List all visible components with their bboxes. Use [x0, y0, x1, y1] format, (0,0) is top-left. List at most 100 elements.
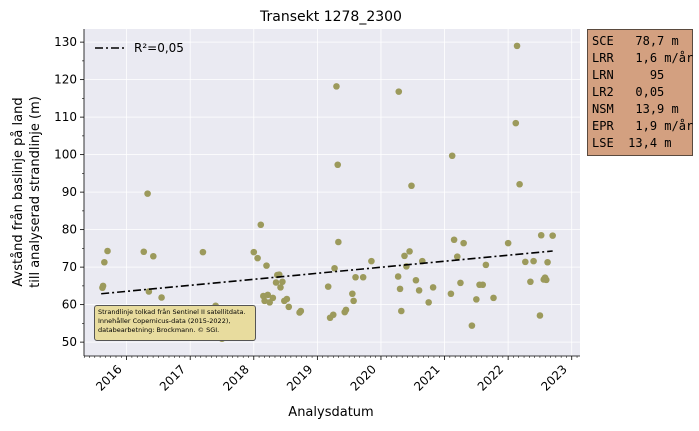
stat-key: EPR: [592, 119, 614, 133]
data-point: [408, 182, 415, 190]
y-tick-label: 60: [62, 298, 77, 312]
data-point: [473, 296, 480, 303]
data-point: [394, 273, 402, 280]
data-point: [99, 282, 107, 290]
data-point: [140, 248, 148, 256]
y-axis-label-line-1: Avstånd från baslinje på land: [11, 97, 26, 286]
stat-value: 0,05: [635, 85, 665, 99]
stat-row-lrr: LRR 1,6 m/år: [592, 50, 693, 67]
data-point: [490, 294, 497, 302]
x-tick-label: 2019: [284, 362, 315, 393]
y-tick-label: 130: [54, 35, 77, 49]
stat-row-lse: LSE 13,4 m: [592, 135, 688, 152]
stat-value: 13,9 m: [635, 102, 679, 116]
data-point: [285, 303, 293, 311]
stat-key: SCE: [592, 34, 614, 48]
data-point: [352, 273, 359, 281]
x-tick-label: 2018: [220, 362, 251, 393]
data-point: [254, 254, 261, 262]
data-point: [450, 236, 458, 244]
y-tick-label: 100: [54, 148, 77, 162]
data-point: [359, 273, 367, 281]
data-point: [199, 248, 207, 256]
trend-line: [101, 250, 553, 295]
data-point: [264, 291, 272, 299]
data-point: [269, 294, 277, 302]
y-tick-label: 110: [54, 110, 77, 124]
data-point: [368, 257, 375, 265]
data-points: [99, 42, 556, 343]
data-point: [504, 239, 512, 247]
stat-value: 13,4 m: [628, 136, 672, 150]
data-point: [513, 42, 521, 50]
data-point: [537, 231, 545, 239]
y-tick-label: 90: [62, 185, 77, 199]
data-point: [396, 285, 404, 293]
data-point: [542, 276, 550, 284]
stat-key: NSM: [592, 102, 614, 116]
data-point: [144, 190, 151, 197]
data-point: [412, 276, 420, 284]
stat-row-nsm: NSM 13,9 m: [592, 101, 688, 118]
data-point: [101, 258, 108, 266]
stat-value: 1,6 m/år: [635, 51, 694, 65]
data-point: [482, 261, 490, 269]
y-axis-ticks: 50 60 70 80 90 100 110 120 130: [54, 35, 84, 349]
data-point: [401, 252, 408, 260]
legend-trend-label: R²=0,05: [134, 41, 184, 55]
x-axis-label: Analysdatum: [288, 405, 373, 420]
data-point: [331, 264, 338, 272]
data-point: [457, 279, 464, 287]
y-tick-label: 80: [62, 223, 77, 237]
data-point: [334, 161, 342, 169]
stat-key: LR2: [592, 85, 614, 99]
data-point: [544, 258, 551, 266]
data-point: [425, 299, 432, 306]
statistics-box: SCE 78,7 m LRR 1,6 m/år LRN 95 LR2 0,05 …: [587, 29, 693, 156]
stat-key: LSE: [592, 136, 614, 150]
data-point: [279, 278, 286, 286]
y-tick-label: 70: [62, 260, 77, 274]
data-point: [460, 239, 467, 247]
data-point: [536, 312, 544, 319]
data-point: [448, 152, 456, 160]
data-point: [263, 262, 270, 269]
data-point: [447, 290, 455, 298]
x-tick-label: 2022: [475, 362, 506, 393]
data-point: [158, 294, 165, 301]
data-point: [415, 287, 423, 294]
stat-key: LRR: [592, 51, 614, 65]
x-tick-label: 2016: [93, 362, 124, 393]
stat-row-lr2: LR2 0,05: [592, 84, 688, 101]
data-point: [530, 257, 537, 265]
data-point: [342, 306, 350, 314]
y-tick-label: 50: [62, 335, 77, 349]
data-point: [527, 278, 534, 286]
x-tick-label: 2021: [411, 362, 442, 393]
data-point: [329, 311, 337, 319]
stat-row-epr: EPR 1,9 m/år: [592, 118, 693, 135]
grid-lines: [84, 29, 580, 356]
data-point: [429, 284, 437, 291]
data-point: [272, 279, 280, 286]
data-point: [261, 297, 268, 305]
y-axis-label-line-2: till analyserad strandlinje (m): [28, 96, 43, 288]
data-point: [250, 248, 258, 256]
data-point: [479, 281, 487, 289]
credit-line-2: Innehåller Copernicus-data (2015-2022),: [98, 317, 231, 325]
data-credit-note: Strandlinje tolkad från Sentinel II sate…: [94, 305, 256, 341]
data-point: [522, 258, 529, 266]
data-point: [333, 83, 340, 90]
data-point: [453, 253, 461, 260]
data-point: [257, 221, 265, 229]
stat-value: 78,7 m: [635, 34, 679, 48]
stat-row-sce: SCE 78,7 m: [592, 33, 688, 50]
data-point: [335, 238, 342, 246]
stat-row-lrn: LRN 95: [592, 67, 688, 84]
legend: R²=0,05: [95, 41, 184, 55]
data-point: [283, 295, 291, 303]
data-point: [549, 232, 556, 239]
data-point: [350, 297, 357, 305]
y-tick-label: 120: [54, 73, 77, 87]
